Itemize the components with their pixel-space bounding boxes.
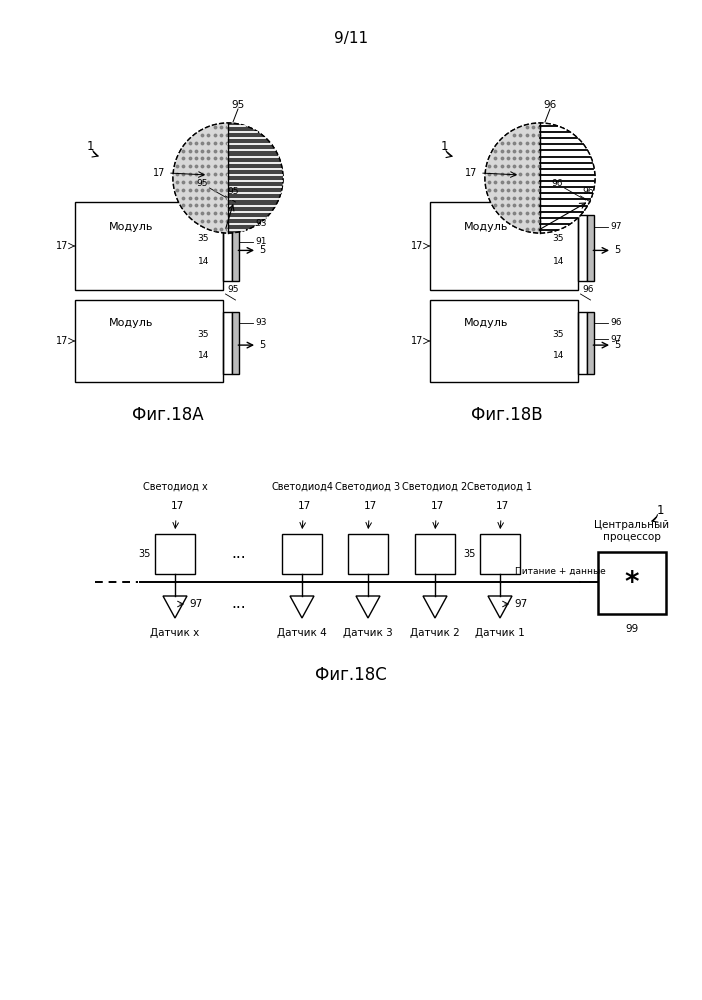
Text: *: * [625,569,640,597]
Text: 17: 17 [171,501,184,511]
Text: Фиг.18С: Фиг.18С [315,666,387,684]
Text: Датчик 1: Датчик 1 [475,628,525,638]
Text: 35: 35 [138,549,151,559]
Text: Датчик 4: Датчик 4 [277,628,327,638]
Text: 1: 1 [440,140,448,153]
Bar [75,202,223,290]
Text: Светодиод 1: Светодиод 1 [468,482,533,492]
Text: Модуль: Модуль [109,222,154,232]
Text: ...: ... [231,596,246,611]
Text: 95: 95 [227,187,239,196]
Text: Светодиод х: Светодиод х [143,482,207,492]
Bar [223,312,232,374]
Text: 96: 96 [583,285,594,294]
Text: Светодиод4: Светодиод4 [271,482,333,492]
Bar [282,534,322,574]
Text: 14: 14 [198,257,209,266]
Text: 97: 97 [189,599,202,609]
Text: Центральный
процессор: Центральный процессор [595,520,670,542]
Text: Датчик 3: Датчик 3 [343,628,393,638]
Bar [587,215,594,281]
Text: Датчик х: Датчик х [150,628,199,638]
Text: 17: 17 [55,336,68,346]
Bar [587,312,594,374]
Text: 17: 17 [364,501,377,511]
Text: 17: 17 [411,241,423,251]
Text: 17: 17 [152,168,165,178]
Text: Фиг.18В: Фиг.18В [471,406,543,424]
Wedge shape [485,123,540,233]
Text: 93: 93 [255,318,267,327]
Bar [232,312,239,374]
Text: 93: 93 [255,220,267,229]
Text: 96: 96 [551,179,562,188]
Text: 95: 95 [196,179,208,188]
Wedge shape [173,123,228,233]
Text: 17: 17 [430,501,444,511]
Bar [578,215,587,281]
Text: 17: 17 [298,501,310,511]
Text: 35: 35 [197,330,209,339]
Text: 96: 96 [543,100,557,110]
Text: 5: 5 [259,340,265,350]
Text: 14: 14 [198,351,209,360]
Bar [415,534,455,574]
Bar [578,312,587,374]
Bar [348,534,388,574]
Wedge shape [540,123,595,233]
Text: 97: 97 [610,335,621,344]
Text: 17: 17 [496,501,509,511]
Text: 5: 5 [259,245,265,255]
Text: 95: 95 [227,285,239,294]
Text: 35: 35 [197,234,209,243]
Text: Модуль: Модуль [109,318,154,328]
Text: 97: 97 [610,222,621,231]
Text: 96: 96 [583,187,594,196]
Text: Датчик 2: Датчик 2 [410,628,460,638]
Text: Модуль: Модуль [464,318,508,328]
Text: 17: 17 [411,336,423,346]
Bar [155,534,195,574]
Bar [480,534,520,574]
Text: 14: 14 [552,257,564,266]
Bar [223,215,232,281]
Bar [75,300,223,382]
Text: ...: ... [231,546,246,562]
Text: 14: 14 [552,351,564,360]
Text: Светодиод 3: Светодиод 3 [336,482,401,492]
Text: 35: 35 [552,234,564,243]
Text: 9/11: 9/11 [334,30,368,45]
Wedge shape [228,123,283,233]
Text: Светодиод 2: Светодиод 2 [402,482,468,492]
Text: 17: 17 [55,241,68,251]
Text: 96: 96 [610,318,621,327]
Text: 1: 1 [656,504,664,516]
Text: 99: 99 [625,624,639,634]
Text: 5: 5 [614,340,621,350]
Text: 1: 1 [86,140,94,153]
Text: 91: 91 [255,237,267,246]
Text: 5: 5 [614,245,621,255]
Text: 95: 95 [232,100,244,110]
Text: Фиг.18А: Фиг.18А [132,406,204,424]
Bar [430,202,578,290]
Bar [598,552,666,614]
Text: 97: 97 [514,599,527,609]
Text: Питание + данные: Питание + данные [515,567,605,576]
Text: 17: 17 [465,168,477,178]
Text: Модуль: Модуль [464,222,508,232]
Bar [430,300,578,382]
Text: 35: 35 [463,549,476,559]
Bar [232,215,239,281]
Text: 35: 35 [552,330,564,339]
